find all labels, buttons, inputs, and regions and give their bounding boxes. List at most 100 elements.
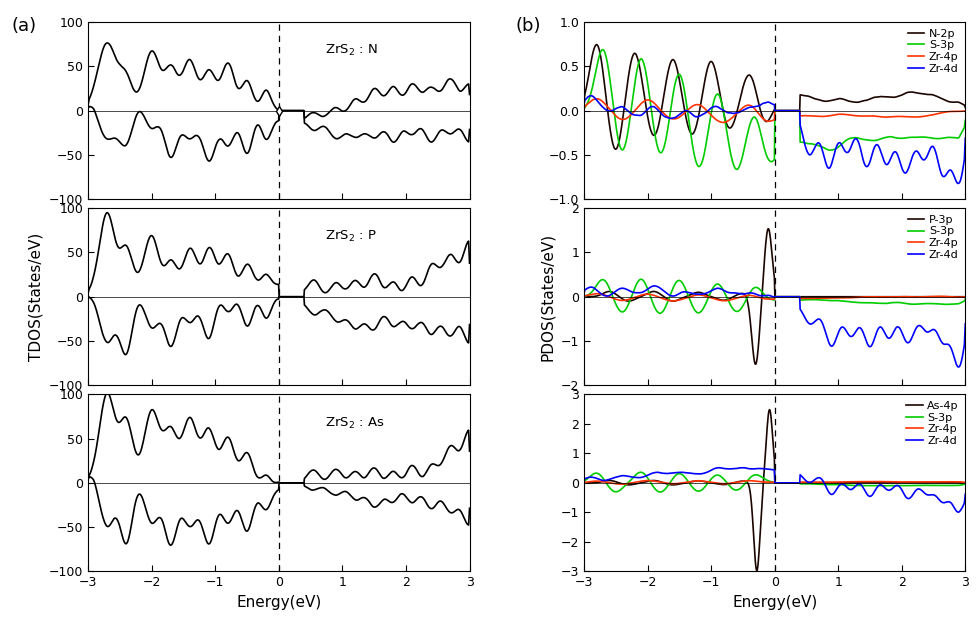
N-2p [591, 41, 603, 48]
Line: N-2p: N-2p [584, 45, 965, 149]
Zr-4d [578, 477, 590, 484]
Zr-4d [800, 477, 811, 484]
P-3p [801, 293, 812, 301]
Zr-4p [592, 290, 604, 298]
Legend: N-2p, S-3p, Zr-4p, Zr-4d: N-2p, S-3p, Zr-4p, Zr-4d [906, 28, 959, 75]
S-3p [822, 481, 834, 489]
As-4p [822, 479, 834, 487]
S-3p [868, 482, 880, 489]
S-3p [578, 105, 590, 112]
Zr-4d [821, 485, 833, 493]
Text: ZrS$_2$ : P: ZrS$_2$ : P [324, 229, 376, 244]
Zr-4d [906, 491, 918, 499]
S-3p [822, 296, 834, 304]
As-4p [602, 477, 613, 484]
Zr-4d [602, 292, 613, 300]
P-3p [959, 293, 971, 301]
S-3p [654, 310, 665, 317]
Zr-4p [578, 104, 590, 112]
Line: As-4p: As-4p [584, 409, 965, 571]
S-3p [578, 478, 590, 485]
Zr-4p [642, 477, 654, 484]
Line: Zr-4d: Zr-4d [584, 95, 965, 183]
N-2p [801, 92, 812, 100]
Zr-4p [907, 293, 919, 301]
Text: (b): (b) [515, 17, 541, 35]
S-3p [635, 468, 647, 476]
S-3p [602, 280, 613, 288]
Line: Zr-4p: Zr-4p [584, 480, 965, 484]
S-3p [602, 481, 613, 489]
Zr-4d [867, 146, 879, 153]
P-3p [750, 360, 761, 368]
S-3p [731, 166, 743, 173]
S-3p [801, 139, 812, 147]
Zr-4p [810, 112, 822, 120]
Zr-4d [959, 320, 971, 328]
Zr-4d [906, 152, 918, 160]
P-3p [907, 293, 919, 301]
S-3p [810, 480, 822, 488]
P-3p [868, 293, 880, 301]
Zr-4d [867, 489, 879, 497]
As-4p [868, 479, 880, 487]
N-2p [810, 95, 822, 103]
Line: Zr-4d: Zr-4d [584, 468, 965, 512]
Zr-4p [810, 479, 822, 486]
Line: Zr-4d: Zr-4d [584, 286, 965, 367]
S-3p [635, 276, 647, 283]
Zr-4d [953, 363, 964, 371]
Zr-4p [907, 478, 919, 485]
Text: ZrS$_2$ : N: ZrS$_2$ : N [324, 43, 377, 58]
Line: S-3p: S-3p [584, 279, 965, 313]
S-3p [655, 488, 666, 495]
P-3p [822, 293, 834, 301]
S-3p [602, 62, 613, 69]
Line: Zr-4p: Zr-4p [584, 99, 965, 122]
Zr-4d [906, 332, 918, 339]
S-3p [959, 480, 971, 487]
X-axis label: Energy(eV): Energy(eV) [732, 595, 817, 610]
Line: S-3p: S-3p [584, 50, 965, 170]
S-3p [959, 116, 971, 124]
Zr-4p [868, 112, 880, 120]
Zr-4p [615, 480, 627, 488]
Zr-4d [953, 509, 964, 516]
As-4p [763, 406, 775, 413]
Zr-4d [810, 141, 822, 149]
Zr-4p [717, 119, 729, 126]
Legend: As-4p, S-3p, Zr-4p, Zr-4d: As-4p, S-3p, Zr-4p, Zr-4d [905, 400, 959, 447]
Zr-4p [907, 113, 919, 121]
Zr-4d [713, 464, 725, 472]
S-3p [801, 296, 812, 303]
N-2p [907, 89, 919, 96]
Zr-4p [578, 293, 590, 300]
Line: P-3p: P-3p [584, 229, 965, 364]
Zr-4d [959, 134, 971, 142]
As-4p [578, 479, 590, 487]
P-3p [602, 288, 613, 295]
Zr-4d [649, 282, 661, 290]
Y-axis label: TDOS(States/eV): TDOS(States/eV) [28, 232, 43, 361]
S-3p [959, 295, 971, 303]
Text: (a): (a) [12, 17, 37, 35]
P-3p [810, 293, 822, 301]
Zr-4d [578, 289, 590, 296]
Zr-4d [602, 476, 613, 484]
S-3p [907, 300, 919, 308]
Zr-4d [602, 107, 613, 114]
Zr-4d [585, 92, 597, 99]
S-3p [907, 482, 919, 489]
Zr-4d [821, 335, 833, 342]
As-4p [959, 479, 971, 487]
Zr-4p [810, 295, 822, 302]
Zr-4p [578, 479, 590, 486]
Zr-4d [800, 316, 811, 323]
N-2p [959, 104, 971, 111]
Zr-4p [959, 107, 971, 115]
N-2p [602, 109, 613, 116]
Line: S-3p: S-3p [584, 472, 965, 492]
Zr-4p [959, 293, 971, 301]
Zr-4p [868, 293, 880, 301]
Zr-4p [868, 478, 880, 485]
